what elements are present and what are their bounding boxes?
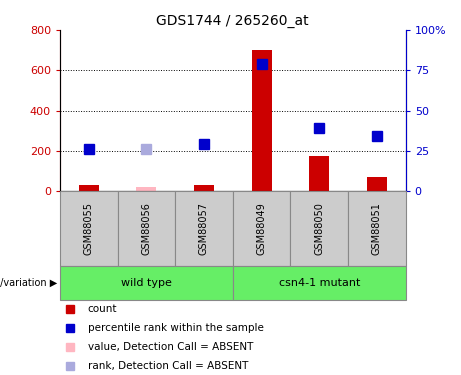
Text: percentile rank within the sample: percentile rank within the sample [88,323,264,333]
Text: csn4-1 mutant: csn4-1 mutant [278,278,360,288]
Text: genotype/variation ▶: genotype/variation ▶ [0,278,57,288]
Text: wild type: wild type [121,278,172,288]
Bar [233,266,406,300]
Text: GSM88049: GSM88049 [257,202,266,255]
Text: count: count [88,304,117,314]
Bar [367,177,387,191]
Bar [136,187,156,191]
Title: GDS1744 / 265260_at: GDS1744 / 265260_at [156,13,309,28]
Text: GSM88050: GSM88050 [314,202,324,255]
Bar [309,156,329,191]
Bar [79,185,99,191]
Bar [290,191,348,266]
Text: GSM88051: GSM88051 [372,202,382,255]
Text: GSM88057: GSM88057 [199,202,209,255]
Bar [175,191,233,266]
Bar [118,191,175,266]
Text: value, Detection Call = ABSENT: value, Detection Call = ABSENT [88,342,253,352]
Text: rank, Detection Call = ABSENT: rank, Detection Call = ABSENT [88,361,248,370]
Text: GSM88056: GSM88056 [142,202,151,255]
Bar [60,266,233,300]
Bar [348,191,406,266]
Bar [252,50,272,191]
Text: GSM88055: GSM88055 [84,202,94,255]
Bar [194,185,214,191]
Bar [60,191,118,266]
Bar [233,191,290,266]
